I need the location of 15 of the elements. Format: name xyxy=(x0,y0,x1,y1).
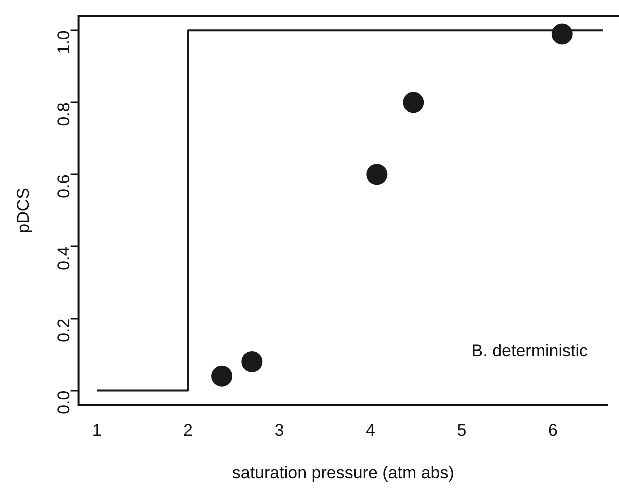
x-tick-label: 4 xyxy=(366,421,376,440)
x-tick-label: 5 xyxy=(457,421,467,440)
annotation: B. deterministic xyxy=(472,341,588,360)
x-tick-label: 1 xyxy=(92,421,102,440)
x-axis-title: saturation pressure (atm abs) xyxy=(232,463,454,482)
x-tick-label: 2 xyxy=(184,421,194,440)
y-tick-label: 0.4 xyxy=(54,246,74,270)
x-tick-label: 3 xyxy=(274,421,284,440)
x-tick-label: 6 xyxy=(548,421,558,440)
y-tick-label: 1.0 xyxy=(54,30,74,54)
y-tick-label: 0.2 xyxy=(54,318,74,342)
y-tick-label: 0.6 xyxy=(54,174,74,198)
y-tick-label: 0.8 xyxy=(54,102,74,126)
y-tick-label: 0.0 xyxy=(54,390,74,414)
y-axis-title: pDCS xyxy=(14,188,33,234)
